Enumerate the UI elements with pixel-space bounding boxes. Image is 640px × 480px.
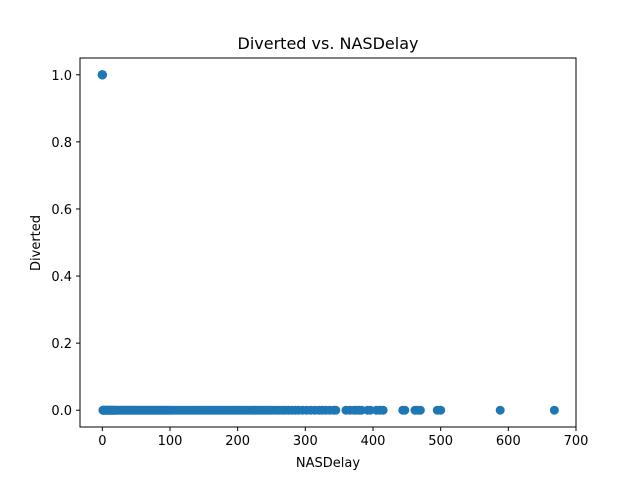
y-tick-label: 0.8 [51,136,72,151]
data-point [415,405,425,415]
y-tick-label: 0.6 [51,203,72,218]
x-tick-label: 700 [564,434,589,449]
y-tick-label: 1.0 [51,69,72,84]
y-tick-label: 0.4 [51,270,72,285]
x-axis-title: NASDelay [296,456,360,471]
data-point [331,405,341,415]
x-tick-label: 300 [293,434,318,449]
x-tick-label: 600 [496,434,521,449]
data-point [400,405,410,415]
data-point [97,70,107,80]
x-tick-label: 200 [225,434,250,449]
data-point [378,405,388,415]
x-tick-label: 100 [158,434,183,449]
data-points [97,70,559,415]
x-axis-ticks: 0 100 200 300 400 500 600 700 [98,427,588,449]
y-axis-ticks: 0.0 0.2 0.4 0.6 0.8 1.0 [51,69,80,419]
data-point [549,405,559,415]
y-axis-title: Diverted [29,215,44,271]
y-tick-label: 0.0 [51,404,72,419]
x-tick-label: 0 [98,434,106,449]
plot-frame [79,57,577,428]
x-tick-label: 400 [361,434,386,449]
x-tick-label: 500 [428,434,453,449]
y-tick-label: 0.2 [51,337,72,352]
data-point [495,405,505,415]
chart-title: Diverted vs. NASDelay [238,34,419,53]
data-point [436,405,446,415]
